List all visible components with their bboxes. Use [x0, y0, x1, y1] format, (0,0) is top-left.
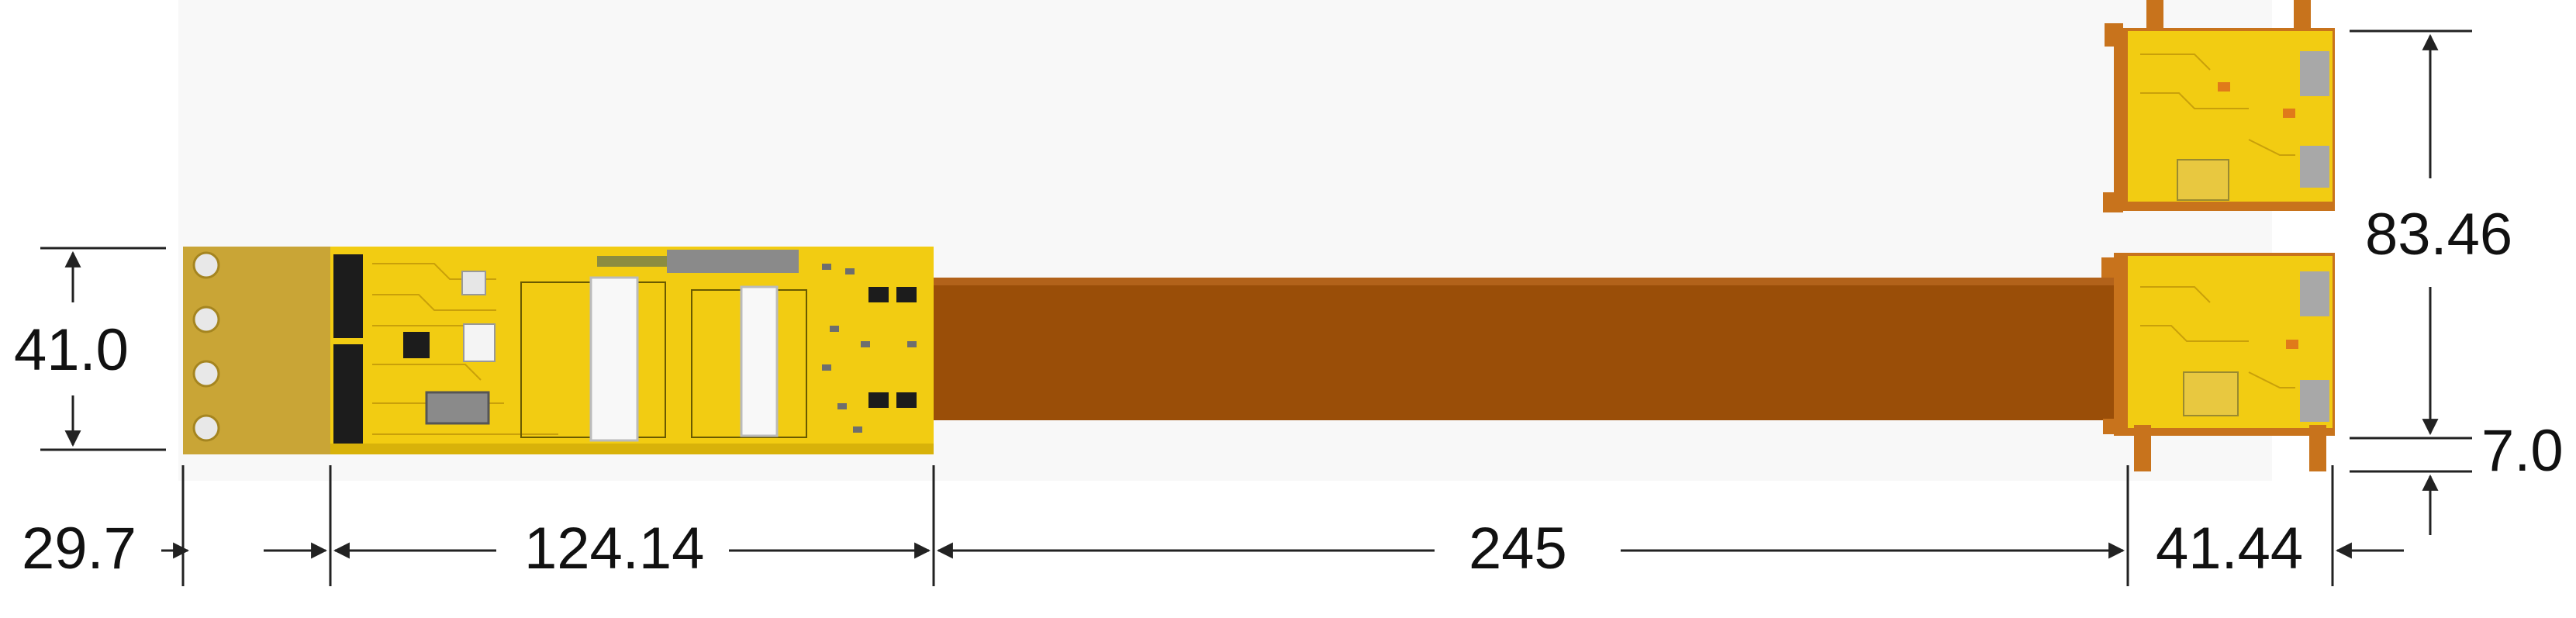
black-component-2	[896, 287, 917, 302]
upper-board-body	[2128, 31, 2333, 202]
dimension-label-width-right: 41.44	[2156, 516, 2304, 582]
dimension-label-width-board: 124.14	[524, 516, 705, 582]
lower-orange-part-1	[2286, 340, 2298, 349]
dimension-label-width-tab: 29.7	[22, 516, 136, 582]
smd-parts	[822, 264, 917, 433]
upper-top-tab-1	[2146, 0, 2163, 34]
upper-side-pad-1	[2300, 51, 2329, 96]
flex-cable	[934, 278, 2120, 420]
ic-chip-gray	[425, 391, 490, 425]
small-square-pad	[461, 271, 486, 295]
left-rigid-board	[330, 247, 934, 454]
flex-cable-highlight	[934, 278, 2120, 285]
upper-top-tab-2	[2294, 0, 2311, 34]
white-component	[463, 323, 496, 362]
dimension-label-gap-right: 7.0	[2481, 418, 2564, 484]
edge-connector-upper	[333, 254, 363, 338]
dimension-label-height-left: 41.0	[14, 317, 129, 383]
dimension-label-width-flex: 245	[1469, 516, 1567, 582]
upper-traces	[2140, 54, 2295, 156]
lower-side-pad-2	[2300, 380, 2329, 422]
black-component-3	[868, 392, 889, 408]
fpc-connector-2	[740, 285, 779, 437]
edge-connector-lower	[333, 344, 363, 444]
tab-hole-2	[192, 306, 220, 333]
tab-hole-3	[192, 360, 220, 388]
flex-cable-body	[934, 278, 2120, 420]
upper-orange-part-2	[2283, 109, 2295, 118]
tab-hole-4	[192, 414, 220, 442]
lower-bottom-tab-2	[2309, 425, 2326, 471]
upper-bottom-tab-left	[2103, 192, 2123, 212]
fpc-connector-1	[589, 276, 639, 442]
left-connector-tab	[183, 247, 330, 454]
board-edge-shade	[330, 444, 934, 454]
lower-side-pad-1	[2300, 271, 2329, 316]
lower-traces	[2140, 286, 2295, 388]
lower-connector	[2183, 371, 2239, 416]
upper-connector	[2177, 159, 2229, 201]
dimension-lines	[40, 29, 2472, 586]
dimension-label-height-right: 83.46	[2365, 202, 2513, 268]
top-gray-component	[667, 250, 799, 273]
black-component-4	[896, 392, 917, 408]
lower-bottom-tab-1	[2134, 425, 2151, 471]
upper-side-pad-2	[2300, 146, 2329, 188]
lower-bottom-tab-left	[2103, 419, 2123, 434]
tab-hole-1	[192, 251, 220, 279]
upper-orange-part-1	[2218, 82, 2230, 91]
right-board-lower	[2101, 253, 2335, 471]
black-component-1	[868, 287, 889, 302]
ic-chip-small	[403, 332, 430, 358]
right-board-upper	[2103, 0, 2335, 212]
